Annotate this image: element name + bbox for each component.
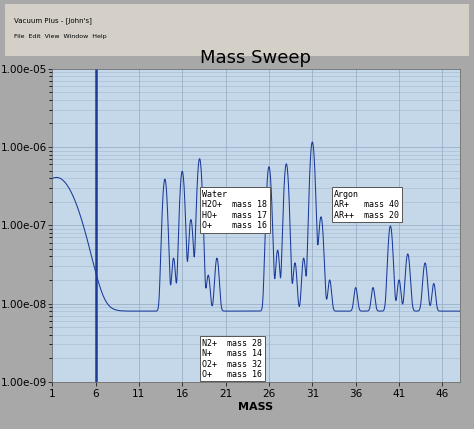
Text: File  Edit  View  Window  Help: File Edit View Window Help [14,34,107,39]
Text: Argon
AR+   mass 40
AR++  mass 20: Argon AR+ mass 40 AR++ mass 20 [334,190,399,220]
Title: Mass Sweep: Mass Sweep [201,49,311,67]
X-axis label: MASS: MASS [238,402,273,411]
Text: Vacuum Plus - [John's]: Vacuum Plus - [John's] [14,17,92,24]
Text: Water
H2O+  mass 18
HO+   mass 17
O+    mass 16: Water H2O+ mass 18 HO+ mass 17 O+ mass 1… [202,190,267,230]
Text: N2+  mass 28
N+   mass 14
O2+  mass 32
O+   mass 16: N2+ mass 28 N+ mass 14 O2+ mass 32 O+ ma… [202,339,262,379]
